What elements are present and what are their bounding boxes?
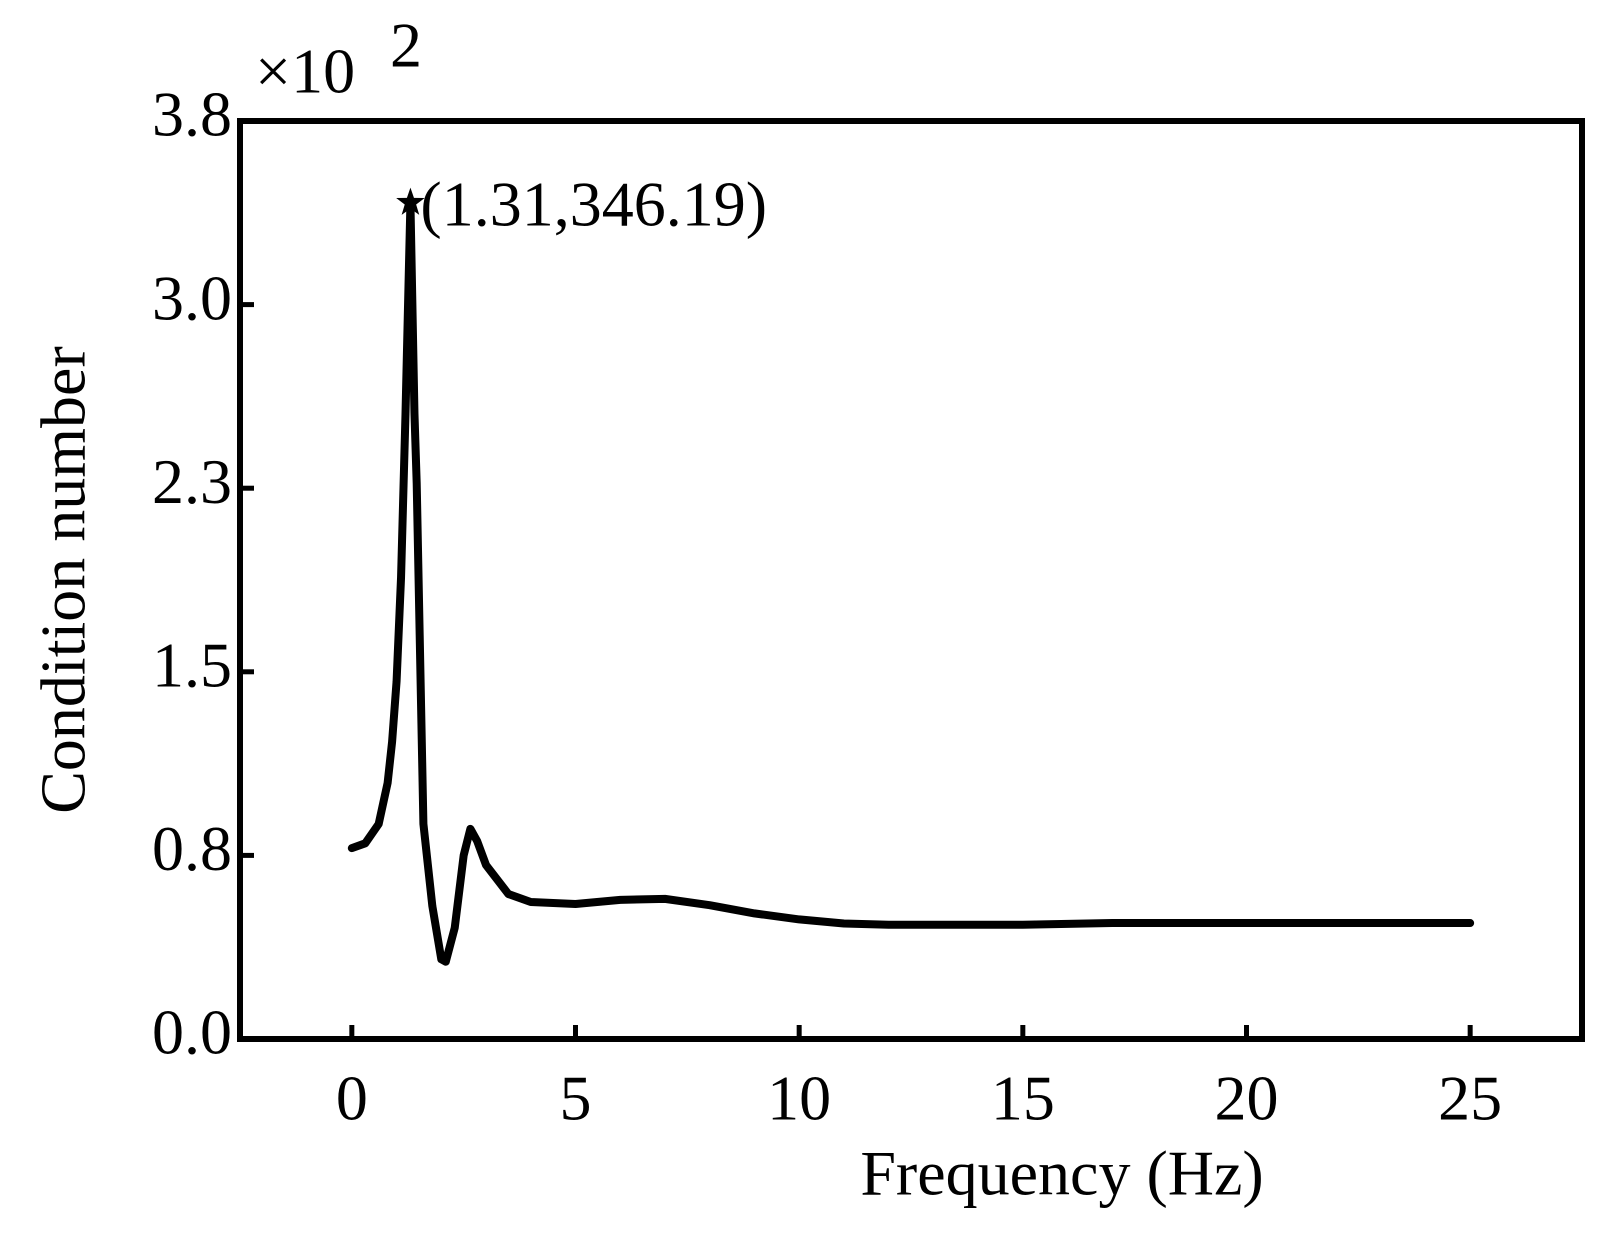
y-multiplier-exponent: 2	[390, 10, 422, 81]
y-tick-label: 1.5	[152, 629, 232, 700]
y-axis-label: Condition number	[28, 346, 99, 814]
y-multiplier: ×10	[255, 36, 355, 107]
data-line	[347, 198, 1475, 966]
x-tick-label: 0	[336, 1063, 368, 1134]
y-tick-label: 3.8	[152, 79, 232, 150]
peak-annotation: (1.31,346.19)	[420, 168, 767, 239]
x-axis-label: Frequency (Hz)	[860, 1138, 1263, 1209]
peak-marker	[396, 187, 425, 215]
y-tick-label: 0.8	[152, 813, 232, 884]
y-tick-label: 0.0	[152, 997, 232, 1068]
plot-frame	[237, 118, 1585, 1042]
y-tick-label: 3.0	[152, 262, 232, 333]
x-tick-label: 10	[767, 1063, 831, 1134]
x-tick-label: 25	[1438, 1063, 1502, 1134]
x-tick-label: 20	[1215, 1063, 1279, 1134]
x-tick-label: 15	[991, 1063, 1055, 1134]
x-tick-label: 5	[560, 1063, 592, 1134]
y-tick-label: 2.3	[152, 446, 232, 517]
